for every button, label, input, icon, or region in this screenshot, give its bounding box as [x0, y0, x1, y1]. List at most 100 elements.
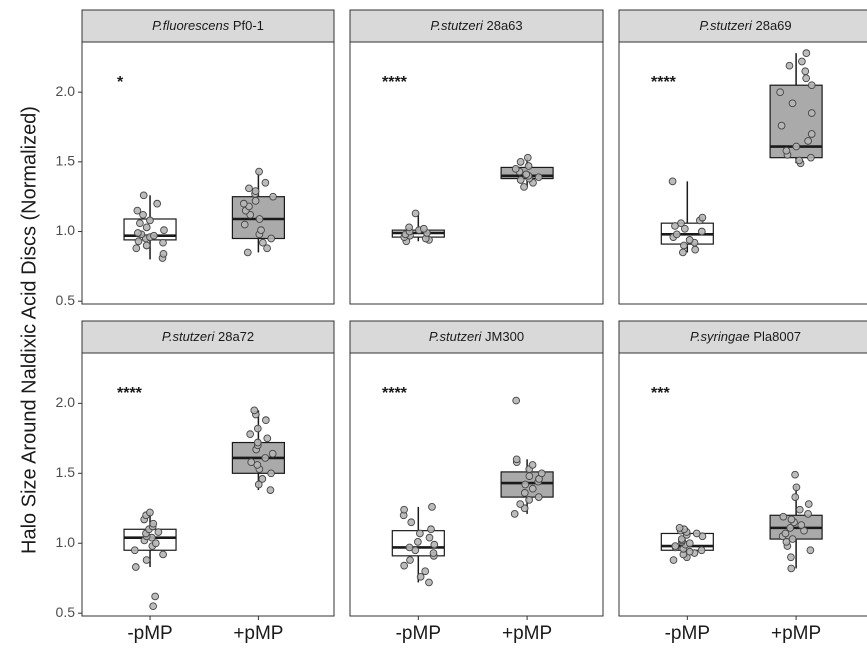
- data-point: [804, 510, 812, 518]
- data-point: [261, 178, 270, 187]
- data-point: [679, 248, 687, 257]
- species-name: P.stutzeri: [429, 329, 483, 344]
- data-point: [691, 245, 700, 254]
- panel-frame: [618, 352, 867, 617]
- data-point: [142, 556, 151, 564]
- data-point: [668, 177, 677, 186]
- data-point: [791, 493, 800, 501]
- data-point: [263, 434, 272, 443]
- y-tick-label: 1.0: [56, 222, 76, 238]
- data-point: [246, 430, 255, 438]
- data-point: [159, 550, 167, 559]
- data-point: [525, 496, 533, 504]
- x-tick-label: +pMP: [502, 623, 552, 644]
- species-name: P.stutzeri: [430, 18, 484, 33]
- species-name: P.stutzeri: [699, 18, 753, 33]
- data-point: [677, 219, 685, 228]
- data-point: [807, 153, 815, 162]
- data-point: [520, 489, 529, 497]
- significance-label: ****: [382, 74, 408, 91]
- data-point: [416, 529, 424, 538]
- data-point: [133, 206, 142, 215]
- facet-strip: [618, 320, 867, 354]
- data-point: [807, 81, 816, 90]
- data-point: [523, 153, 532, 162]
- data-point: [537, 469, 546, 478]
- data-point: [525, 472, 534, 480]
- significance-label: *: [117, 74, 124, 91]
- data-point: [240, 220, 249, 229]
- data-point: [407, 518, 416, 527]
- data-point: [255, 215, 264, 223]
- facet-panel: P.fluorescens Pf0-1 *: [81, 9, 335, 305]
- data-point: [806, 546, 815, 555]
- data-point: [134, 237, 143, 246]
- data-point: [792, 483, 801, 492]
- data-point: [159, 249, 168, 258]
- facet-strip-label: P.stutzeri 28a63: [430, 18, 522, 33]
- data-point: [259, 238, 267, 247]
- data-point: [262, 416, 270, 424]
- data-point: [261, 454, 270, 462]
- data-point: [685, 539, 694, 548]
- data-point: [669, 556, 678, 564]
- data-point: [430, 540, 439, 549]
- data-point: [136, 219, 144, 228]
- data-point: [685, 547, 694, 556]
- facet-panel: P.stutzeri 28a63 ****: [349, 9, 604, 305]
- data-point: [788, 535, 797, 543]
- strain-name: 28a69: [752, 18, 792, 33]
- x-tick-label: -pMP: [665, 623, 710, 644]
- data-point: [245, 184, 253, 193]
- data-point: [528, 484, 537, 493]
- data-point: [130, 546, 139, 555]
- facet-strip: [618, 9, 867, 43]
- y-axis-label: Halo Size Around Naldixic Acid Discs (No…: [18, 106, 40, 554]
- data-point: [680, 224, 689, 233]
- strain-name: 28a72: [214, 329, 254, 344]
- data-point: [786, 524, 795, 532]
- data-point: [149, 602, 157, 611]
- data-point: [680, 241, 688, 250]
- significance-label: ****: [382, 385, 408, 402]
- data-point: [788, 99, 797, 108]
- data-point: [253, 438, 262, 447]
- x-tick-label: +pMP: [771, 623, 821, 644]
- data-point: [795, 505, 804, 514]
- data-point: [807, 130, 816, 138]
- x-tick-label: -pMP: [127, 623, 172, 644]
- data-point: [267, 469, 275, 478]
- x-tick-label: +pMP: [233, 623, 283, 644]
- axis-ticks: 0.5 1.0 1.5 2.0 0.5 1.0 1.5 2.0 -pMP +pMP -pMP +pMP…: [56, 83, 822, 644]
- species-name: P.stutzeri: [162, 329, 216, 344]
- facet-panels: P.fluorescens Pf0-1 * P.stutzeri 28a63 ****…: [81, 9, 867, 617]
- data-point: [427, 525, 435, 534]
- data-point: [795, 156, 804, 165]
- data-point: [510, 510, 519, 518]
- facet-strip-label: P.stutzeri 28a72: [162, 329, 254, 344]
- data-point: [776, 88, 784, 97]
- data-point: [692, 529, 701, 538]
- data-point: [675, 524, 684, 532]
- data-point: [516, 500, 525, 508]
- facet-strip-label: P.fluorescens Pf0-1: [152, 18, 264, 33]
- data-point: [807, 109, 816, 117]
- facet-panel: P.syringae Pla8007 ***: [618, 320, 867, 617]
- significance-label: ****: [117, 385, 143, 402]
- data-point: [802, 49, 811, 57]
- data-point: [405, 223, 413, 232]
- y-tick-label: 0.5: [56, 604, 76, 620]
- data-point: [253, 461, 262, 469]
- data-point: [802, 74, 810, 83]
- facet-panel: P.stutzeri JM300 ****: [349, 320, 604, 617]
- data-point: [528, 461, 537, 469]
- facet-strip-label: P.stutzeri JM300: [429, 329, 524, 344]
- data-point: [782, 146, 791, 155]
- data-point: [698, 213, 707, 222]
- data-point: [251, 197, 260, 205]
- data-point: [534, 173, 543, 182]
- data-point: [798, 57, 806, 66]
- data-point: [785, 61, 794, 70]
- data-point: [697, 227, 706, 236]
- data-point: [516, 176, 525, 184]
